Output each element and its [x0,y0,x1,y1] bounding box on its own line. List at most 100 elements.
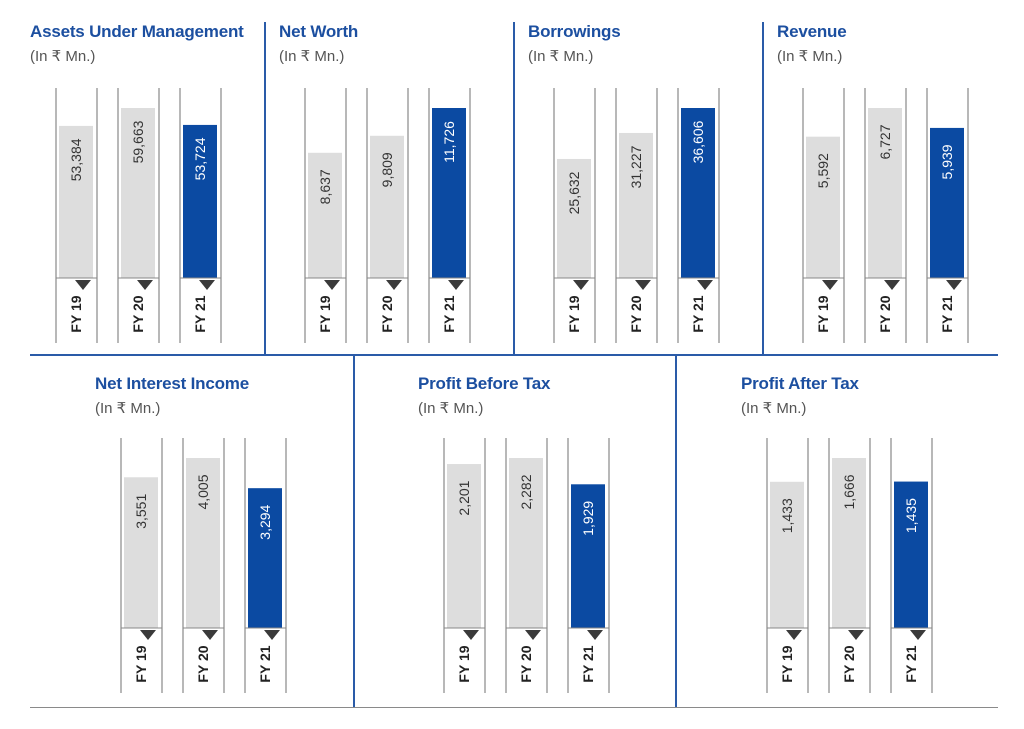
bar [183,124,217,278]
data-label: 1,929 [580,501,596,536]
category-label: FY 21 [580,645,596,682]
data-label: 31,227 [628,145,644,188]
bar [124,477,158,628]
data-label: 53,384 [68,138,84,181]
marker-triangle-icon [525,630,541,640]
panel-net-interest-income: Net Interest Income (In ₹ Mn.) [95,374,345,704]
category-label: FY 21 [903,645,919,682]
category-label: FY 21 [192,295,208,332]
bar [557,158,591,278]
divider-vertical [353,355,355,707]
category-label: FY 20 [841,645,857,682]
bar [806,136,840,278]
chart-title: Borrowings [528,22,621,41]
marker-triangle-icon [910,630,926,640]
marker-triangle-icon [463,630,479,640]
panel-borrowings: Borrowings (In ₹ Mn.) [528,22,760,352]
data-label: 5,939 [939,144,955,179]
category-label: FY 19 [815,295,831,332]
bar [509,458,543,628]
category-label: FY 20 [628,295,644,332]
category-label: FY 19 [779,645,795,682]
marker-triangle-icon [202,630,218,640]
marker-triangle-icon [137,280,153,290]
category-label: FY 20 [518,645,534,682]
category-label: FY 20 [195,645,211,682]
chart-profit-after-tax: 1,433 FY 19 1,666 FY 20 1,435 FY 21 [766,438,933,693]
data-label: 1,435 [903,498,919,533]
bar [770,481,804,628]
category-label: FY 20 [877,295,893,332]
panel-profit-after-tax: Profit After Tax (In ₹ Mn.) [741,374,991,704]
chart-title: Net Interest Income [95,374,249,393]
marker-triangle-icon [264,630,280,640]
divider-vertical [675,355,677,707]
category-label: FY 21 [690,295,706,332]
chart-unit: (In ₹ Mn.) [95,400,161,417]
chart-title: Net Worth [279,22,359,41]
data-label: 1,433 [779,498,795,533]
category-label: FY 21 [257,645,273,682]
marker-triangle-icon [587,630,603,640]
marker-triangle-icon [635,280,651,290]
bar [619,132,653,278]
data-label: 2,282 [518,474,534,509]
panel-aum: Assets Under Management (In ₹ Mn.) [30,22,262,352]
divider-bottom [30,707,998,708]
chart-title: Profit After Tax [741,374,859,393]
data-label: 25,632 [566,171,582,214]
bar [894,481,928,628]
bar [681,108,715,278]
category-label: FY 19 [317,295,333,332]
bar [930,127,964,278]
category-label: FY 20 [379,295,395,332]
marker-triangle-icon [324,280,340,290]
category-label: FY 21 [441,295,457,332]
data-label: 5,592 [815,153,831,188]
bar [571,484,605,628]
chart-unit: (In ₹ Mn.) [30,48,96,65]
chart-title: Revenue [777,22,847,41]
chart-profit-before-tax: 2,201 FY 19 2,282 FY 20 1,929 FY 21 [443,438,610,693]
chart-unit: (In ₹ Mn.) [279,48,345,65]
marker-triangle-icon [946,280,962,290]
chart-aum: 53,384 FY 19 59,663 FY 20 53,724 FY 21 [55,88,222,343]
bar [59,125,93,278]
category-label: FY 21 [939,295,955,332]
chart-title: Profit Before Tax [418,374,551,393]
data-label: 36,606 [690,120,706,163]
category-label: FY 20 [130,295,146,332]
chart-borrowings: 25,632 FY 19 31,227 FY 20 36,606 FY 21 [553,88,720,343]
data-label: 3,551 [133,494,149,529]
bar [308,152,342,278]
marker-triangle-icon [75,280,91,290]
chart-unit: (In ₹ Mn.) [418,400,484,417]
marker-triangle-icon [884,280,900,290]
data-label: 2,201 [456,480,472,515]
marker-triangle-icon [140,630,156,640]
data-label: 6,727 [877,124,893,159]
marker-triangle-icon [697,280,713,290]
bar [432,108,466,278]
marker-triangle-icon [822,280,838,290]
divider-vertical [513,22,515,355]
chart-revenue: 5,592 FY 19 6,727 FY 20 5,939 FY 21 [802,88,969,343]
marker-triangle-icon [573,280,589,290]
chart-unit: (In ₹ Mn.) [741,400,807,417]
chart-unit: (In ₹ Mn.) [528,48,594,65]
chart-title: Assets Under Management [30,22,244,41]
category-label: FY 19 [68,295,84,332]
divider-horizontal [30,354,998,356]
category-label: FY 19 [456,645,472,682]
data-label: 3,294 [257,504,273,539]
bar [186,458,220,628]
divider-vertical [762,22,764,355]
category-label: FY 19 [566,295,582,332]
chart-unit: (In ₹ Mn.) [777,48,843,65]
bar [868,108,902,278]
bar [248,488,282,628]
marker-triangle-icon [786,630,802,640]
data-label: 11,726 [441,121,457,163]
marker-triangle-icon [448,280,464,290]
divider-vertical [264,22,266,355]
